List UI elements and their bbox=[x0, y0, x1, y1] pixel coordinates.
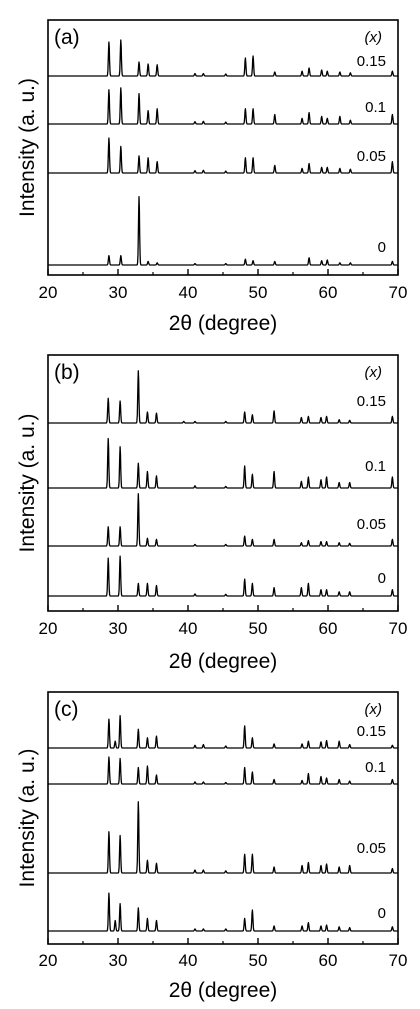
plot-frame bbox=[47, 354, 399, 612]
xrd-trace-0-15 bbox=[48, 370, 398, 424]
xrd-trace-0-1 bbox=[48, 437, 398, 489]
xrd-trace-0-1 bbox=[48, 87, 398, 125]
x-tick-label: 30 bbox=[109, 283, 128, 302]
y-axis-label: Intensity (a. u.) bbox=[16, 749, 39, 888]
legend-title: (x) bbox=[365, 364, 383, 381]
xrd-trace-0 bbox=[48, 892, 398, 932]
plot-frame bbox=[47, 691, 399, 945]
xrd-trace-0-05 bbox=[48, 493, 398, 547]
series-label: 0.1 bbox=[365, 99, 386, 116]
xrd-trace-0 bbox=[48, 195, 398, 266]
xrd-panel-2: 20 30 40 50 60 70 2θ (degree) Intensity (a. u.)… bbox=[16, 691, 408, 1002]
xrd-panel-0: 20 30 40 50 60 70 2θ (degree) Intensity (a. u.)… bbox=[16, 19, 408, 335]
legend-title: (x) bbox=[365, 29, 383, 46]
xrd-trace-0-15 bbox=[48, 39, 398, 77]
xrd-trace-0-05 bbox=[48, 137, 398, 174]
x-tick-label: 60 bbox=[319, 283, 338, 302]
x-tick-label: 60 bbox=[319, 619, 338, 638]
xrd-trace-0-05 bbox=[48, 801, 398, 874]
x-tick-label: 20 bbox=[39, 951, 58, 970]
x-tick-label: 30 bbox=[109, 951, 128, 970]
x-tick-label: 20 bbox=[39, 619, 58, 638]
panel-label: (c) bbox=[54, 698, 79, 721]
panel-label: (b) bbox=[54, 361, 80, 384]
x-axis-label: 2θ (degree) bbox=[169, 650, 278, 673]
x-tick-label: 30 bbox=[109, 619, 128, 638]
x-tick-label: 70 bbox=[389, 619, 408, 638]
xrd-trace-0-15 bbox=[48, 715, 398, 749]
series-label: 0 bbox=[378, 570, 386, 587]
series-label: 0.15 bbox=[357, 723, 386, 740]
x-tick-label: 50 bbox=[249, 619, 268, 638]
series-label: 0.1 bbox=[365, 759, 386, 776]
series-label: 0.15 bbox=[357, 393, 386, 410]
x-tick-label: 60 bbox=[319, 951, 338, 970]
x-tick-label: 50 bbox=[249, 283, 268, 302]
panel-label: (a) bbox=[54, 26, 80, 49]
x-axis-label: 2θ (degree) bbox=[169, 312, 278, 335]
series-label: 0.15 bbox=[357, 53, 386, 70]
series-label: 0.1 bbox=[365, 458, 386, 475]
x-tick-label: 40 bbox=[179, 951, 198, 970]
x-tick-label: 70 bbox=[389, 283, 408, 302]
x-tick-label: 50 bbox=[249, 951, 268, 970]
series-label: 0 bbox=[378, 239, 386, 256]
x-tick-label: 40 bbox=[179, 619, 198, 638]
y-axis-label: Intensity (a. u.) bbox=[16, 78, 39, 217]
x-tick-label: 20 bbox=[39, 283, 58, 302]
y-axis-label: Intensity (a. u.) bbox=[16, 414, 39, 553]
xrd-trace-0 bbox=[48, 555, 398, 597]
x-tick-label: 70 bbox=[389, 951, 408, 970]
xrd-panel-1: 20 30 40 50 60 70 2θ (degree) Intensity (a. u.)… bbox=[16, 354, 408, 673]
x-axis-label: 2θ (degree) bbox=[169, 979, 278, 1002]
series-label: 0.05 bbox=[357, 148, 386, 165]
plot-frame bbox=[47, 19, 399, 276]
legend-title: (x) bbox=[365, 701, 383, 718]
xrd-trace-0-1 bbox=[48, 756, 398, 785]
x-tick-label: 40 bbox=[179, 283, 198, 302]
series-label: 0 bbox=[378, 905, 386, 922]
series-label: 0.05 bbox=[357, 840, 386, 857]
series-label: 0.05 bbox=[357, 516, 386, 533]
